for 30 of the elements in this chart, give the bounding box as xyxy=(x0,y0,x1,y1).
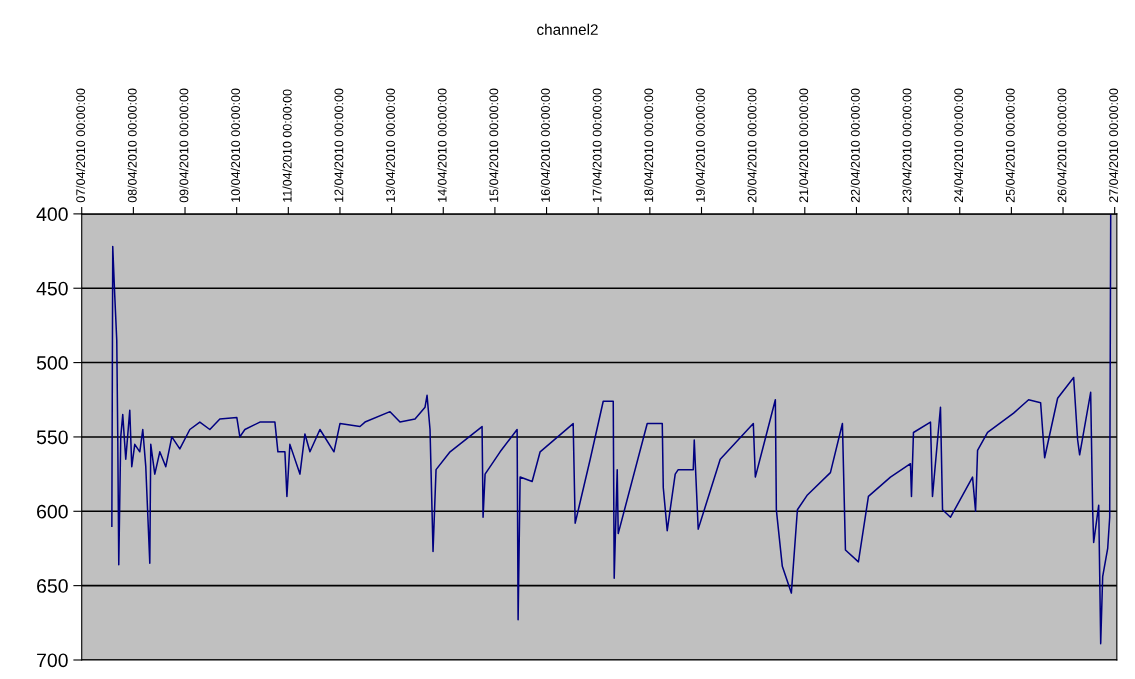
x-tick-label: 22/04/2010 00:00:00 xyxy=(850,88,860,203)
y-tick-label: 550 xyxy=(36,430,68,445)
x-tick-label: 23/04/2010 00:00:00 xyxy=(902,88,912,203)
x-tick-label: 27/04/2010 00:00:00 xyxy=(1108,88,1119,203)
x-tick-label: 14/04/2010 00:00:00 xyxy=(437,88,447,202)
x-tick-label: 19/04/2010 00:00:00 xyxy=(695,88,705,202)
x-tick-label: 07/04/2010 00:00:00 xyxy=(75,88,86,203)
y-tick-label: 500 xyxy=(36,356,68,370)
x-tick-label: 25/04/2010 00:00:00 xyxy=(1005,88,1015,203)
x-tick-label: 20/04/2010 00:00:00 xyxy=(747,88,757,203)
x-tick-label: 08/04/2010 00:00:00 xyxy=(127,88,137,203)
x-tick-label: 15/04/2010 00:00:00 xyxy=(489,88,499,202)
x-tick-label: 18/04/2010 00:00:00 xyxy=(644,88,654,202)
x-tick-label: 17/04/2010 00:00:00 xyxy=(592,88,602,202)
y-tick-label: 450 xyxy=(36,281,68,296)
x-tick-label: 11/04/2010 00:00:00 xyxy=(282,89,292,202)
x-tick-label: 09/04/2010 00:00:00 xyxy=(179,88,189,203)
y-tick-label: 400 xyxy=(36,207,68,222)
x-tick-label: 26/04/2010 00:00:00 xyxy=(1057,88,1067,203)
x-tick-label: 16/04/2010 00:00:00 xyxy=(540,88,550,202)
y-tick-label: 600 xyxy=(37,504,68,519)
x-tick-label: 21/04/2010 00:00:00 xyxy=(798,88,809,203)
x-tick-label: 10/04/2010 00:00:00 xyxy=(230,88,241,202)
x-tick-label: 12/04/2010 00:00:00 xyxy=(334,88,344,202)
line-series xyxy=(111,213,1112,645)
y-tick-label: 650 xyxy=(37,579,68,593)
x-tick-label: 24/04/2010 00:00:00 xyxy=(953,88,964,203)
y-tick-label: 700 xyxy=(37,653,68,668)
chart-title: channel2 xyxy=(537,23,598,35)
x-tick-label: 13/04/2010 00:00:00 xyxy=(385,88,395,202)
